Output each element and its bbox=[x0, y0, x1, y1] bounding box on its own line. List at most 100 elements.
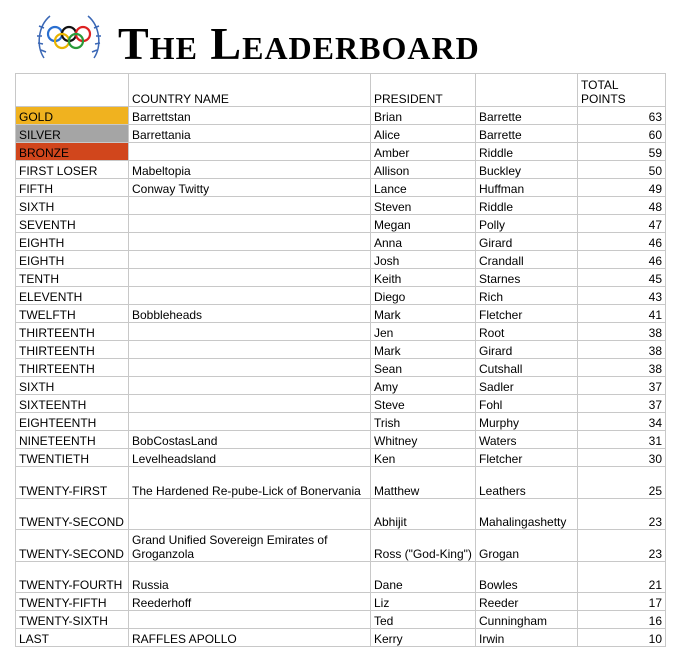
points-cell: 31 bbox=[577, 430, 666, 449]
points-cell: 48 bbox=[577, 196, 666, 215]
row: TWENTY-SECOND Abhijit Mahalingashetty 23 bbox=[15, 497, 666, 530]
rank-cell: TWENTY-SECOND bbox=[15, 529, 129, 562]
first-name-cell: Dane bbox=[370, 560, 476, 593]
last-name-cell: Fletcher bbox=[475, 448, 578, 467]
points-cell: 37 bbox=[577, 394, 666, 413]
row: TWENTY-SIXTH Ted Cunningham 16 bbox=[15, 610, 666, 629]
rank-cell: TENTH bbox=[15, 268, 129, 287]
points-cell: 30 bbox=[577, 448, 666, 467]
country-cell bbox=[128, 268, 371, 287]
last-name-cell: Rich bbox=[475, 286, 578, 305]
first-name-cell: Ross ("God-King") bbox=[370, 529, 476, 562]
country-cell bbox=[128, 322, 371, 341]
points-cell: 25 bbox=[577, 466, 666, 499]
first-name-cell: Megan bbox=[370, 214, 476, 233]
row: SEVENTH Megan Polly 47 bbox=[15, 214, 666, 233]
last-name-cell: Huffman bbox=[475, 178, 578, 197]
olympic-logo bbox=[37, 15, 101, 59]
rank-cell: TWELFTH bbox=[15, 304, 129, 323]
last-name-cell: Sadler bbox=[475, 376, 578, 395]
row: GOLD Barrettstan Brian Barrette 63 bbox=[15, 106, 666, 125]
row: THIRTEENTH Sean Cutshall 38 bbox=[15, 358, 666, 377]
country-cell: Bobbleheads bbox=[128, 304, 371, 323]
points-cell: 10 bbox=[577, 628, 666, 647]
row: ELEVENTH Diego Rich 43 bbox=[15, 286, 666, 305]
rank-cell: SIXTH bbox=[15, 376, 129, 395]
first-name-cell: Keith bbox=[370, 268, 476, 287]
row: SIXTH Steven Riddle 48 bbox=[15, 196, 666, 215]
row: TWENTY-SECOND Grand Unified Sovereign Emi… bbox=[15, 529, 666, 562]
rank-cell: THIRTEENTH bbox=[15, 322, 129, 341]
country-cell bbox=[128, 376, 371, 395]
last-name-cell: Girard bbox=[475, 232, 578, 251]
row: EIGHTEENTH Trish Murphy 34 bbox=[15, 412, 666, 431]
country-cell: Barrettania bbox=[128, 124, 371, 143]
first-name-cell: Ted bbox=[370, 610, 476, 629]
header-cell bbox=[475, 73, 578, 107]
last-name-cell: Fletcher bbox=[475, 304, 578, 323]
row: SIXTEENTH Steve Fohl 37 bbox=[15, 394, 666, 413]
country-cell bbox=[128, 610, 371, 629]
row: TENTH Keith Starnes 45 bbox=[15, 268, 666, 287]
row: TWENTIETH Levelheadsland Ken Fletcher 30 bbox=[15, 448, 666, 467]
last-name-cell: Leathers bbox=[475, 466, 578, 499]
country-cell bbox=[128, 358, 371, 377]
last-name-cell: Grogan bbox=[475, 529, 578, 562]
last-name-cell: Starnes bbox=[475, 268, 578, 287]
points-cell: 23 bbox=[577, 497, 666, 530]
header-row: COUNTRY NAME PRESIDENT TOTAL POINTS bbox=[15, 73, 666, 107]
rank-cell: FIFTH bbox=[15, 178, 129, 197]
first-name-cell: Trish bbox=[370, 412, 476, 431]
country-cell: Mabeltopia bbox=[128, 160, 371, 179]
last-name-cell: Barrette bbox=[475, 106, 578, 125]
last-name-cell: Murphy bbox=[475, 412, 578, 431]
country-cell bbox=[128, 142, 371, 161]
country-cell bbox=[128, 340, 371, 359]
first-name-cell: Mark bbox=[370, 304, 476, 323]
rank-cell: TWENTY-FIRST bbox=[15, 466, 129, 499]
first-name-cell: Kerry bbox=[370, 628, 476, 647]
country-cell bbox=[128, 232, 371, 251]
first-name-cell: Whitney bbox=[370, 430, 476, 449]
row: EIGHTH Josh Crandall 46 bbox=[15, 250, 666, 269]
points-cell: 41 bbox=[577, 304, 666, 323]
points-cell: 45 bbox=[577, 268, 666, 287]
points-cell: 60 bbox=[577, 124, 666, 143]
rank-cell: GOLD bbox=[15, 106, 129, 125]
rank-cell: SIXTH bbox=[15, 196, 129, 215]
row: FIFTH Conway Twitty Lance Huffman 49 bbox=[15, 178, 666, 197]
last-name-cell: Buckley bbox=[475, 160, 578, 179]
first-name-cell: Lance bbox=[370, 178, 476, 197]
rank-cell: TWENTY-FIFTH bbox=[15, 592, 129, 611]
first-name-cell: Mark bbox=[370, 340, 476, 359]
row: SILVER Barrettania Alice Barrette 60 bbox=[15, 124, 666, 143]
last-name-cell: Fohl bbox=[475, 394, 578, 413]
rank-cell: TWENTY-SIXTH bbox=[15, 610, 129, 629]
rank-cell: THIRTEENTH bbox=[15, 358, 129, 377]
country-cell bbox=[128, 412, 371, 431]
first-name-cell: Matthew bbox=[370, 466, 476, 499]
points-cell: 50 bbox=[577, 160, 666, 179]
row: THIRTEENTH Jen Root 38 bbox=[15, 322, 666, 341]
rank-cell: LAST bbox=[15, 628, 129, 647]
title: The Leaderboard bbox=[118, 18, 480, 69]
row: FIRST LOSER Mabeltopia Allison Buckley 50 bbox=[15, 160, 666, 179]
rank-cell: EIGHTH bbox=[15, 232, 129, 251]
rank-cell: TWENTY-SECOND bbox=[15, 497, 129, 530]
row: THIRTEENTH Mark Girard 38 bbox=[15, 340, 666, 359]
first-name-cell: Brian bbox=[370, 106, 476, 125]
points-cell: 59 bbox=[577, 142, 666, 161]
first-name-cell: Diego bbox=[370, 286, 476, 305]
points-cell: 46 bbox=[577, 232, 666, 251]
first-name-cell: Steven bbox=[370, 196, 476, 215]
row: EIGHTH Anna Girard 46 bbox=[15, 232, 666, 251]
points-cell: 63 bbox=[577, 106, 666, 125]
first-name-cell: Allison bbox=[370, 160, 476, 179]
rank-cell: THIRTEENTH bbox=[15, 340, 129, 359]
points-cell: 46 bbox=[577, 250, 666, 269]
country-cell: Reederhoff bbox=[128, 592, 371, 611]
country-cell bbox=[128, 250, 371, 269]
last-name-cell: Reeder bbox=[475, 592, 578, 611]
first-name-cell: Alice bbox=[370, 124, 476, 143]
points-cell: 49 bbox=[577, 178, 666, 197]
